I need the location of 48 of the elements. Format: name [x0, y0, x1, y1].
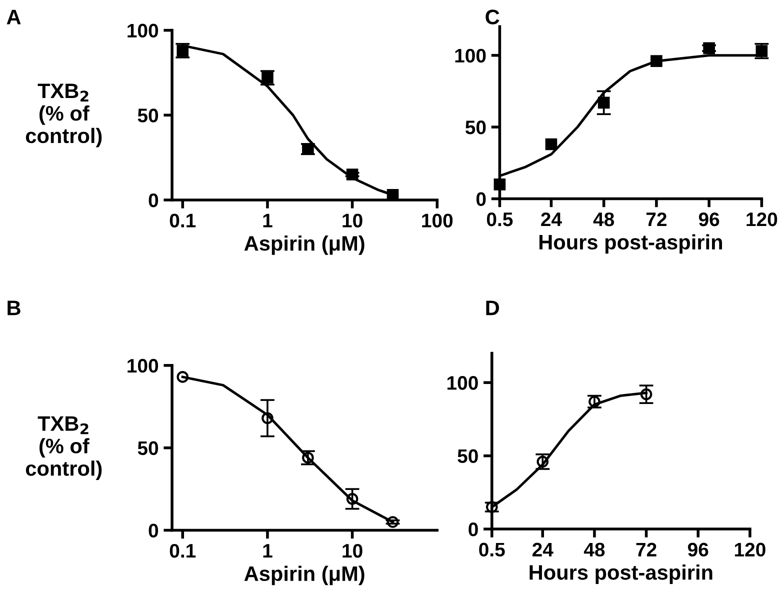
x-tick-label: 0.1 — [170, 544, 196, 558]
y-tick-label: 50 — [465, 120, 486, 134]
y-tick-label: 0 — [468, 522, 478, 536]
x-tick-label: 0.5 — [479, 542, 505, 557]
point — [545, 138, 558, 150]
y-tick-label: 50 — [138, 441, 158, 456]
x-tick-label: 72 — [646, 212, 666, 226]
y-tick-label: 50 — [138, 108, 158, 122]
chart-title: D — [486, 300, 500, 316]
x-tick-label: 10 — [342, 544, 362, 558]
point — [640, 388, 652, 400]
y-axis-title: TXB$_{2}$ (% of control) — [26, 416, 102, 480]
x-tick-label: 120 — [746, 212, 778, 226]
point — [703, 42, 715, 54]
x-tick-label: 48 — [584, 542, 605, 557]
chart-title: C — [486, 10, 500, 24]
x-axis-title: Aspirin (μM) — [244, 566, 364, 586]
x-tick-label: 1 — [263, 544, 272, 558]
y-tick-label: 100 — [447, 376, 478, 390]
y-tick-label: 50 — [458, 449, 478, 464]
y-axis-title: TXB$_{2}$ (% of control) — [26, 84, 102, 148]
x-tick-label: 10 — [342, 214, 362, 228]
point — [598, 96, 610, 109]
chart-title: B — [8, 300, 20, 316]
x-tick-label: 96 — [688, 542, 708, 557]
y-tick-label: 100 — [128, 24, 158, 38]
x-tick-label: 120 — [734, 542, 766, 557]
y-tick-label: 0 — [148, 524, 158, 538]
x-tick-label: 96 — [698, 212, 720, 226]
y-tick-label: 100 — [455, 48, 486, 63]
point — [494, 178, 506, 190]
x-tick-label: 0.5 — [486, 212, 513, 226]
x-tick-label: 48 — [593, 212, 614, 226]
x-axis-title: Hours post-aspirin — [539, 234, 722, 254]
x-tick-label: 24 — [532, 542, 554, 556]
point — [486, 501, 498, 513]
x-tick-label: 100 — [422, 214, 453, 228]
y-tick-label: 0 — [476, 192, 486, 206]
x-axis-title: Aspirin (μM) — [244, 235, 364, 255]
y-tick-label: 100 — [128, 358, 158, 373]
x-tick-label: 72 — [636, 542, 656, 556]
y-tick-label: 0 — [148, 193, 158, 208]
x-axis-title: Hours post-aspirin — [530, 564, 712, 584]
chart-title: A — [6, 10, 21, 24]
x-tick-label: 0.1 — [170, 214, 196, 228]
point — [650, 55, 662, 67]
x-tick-label: 24 — [541, 212, 562, 226]
x-tick-label: 1 — [263, 214, 272, 228]
